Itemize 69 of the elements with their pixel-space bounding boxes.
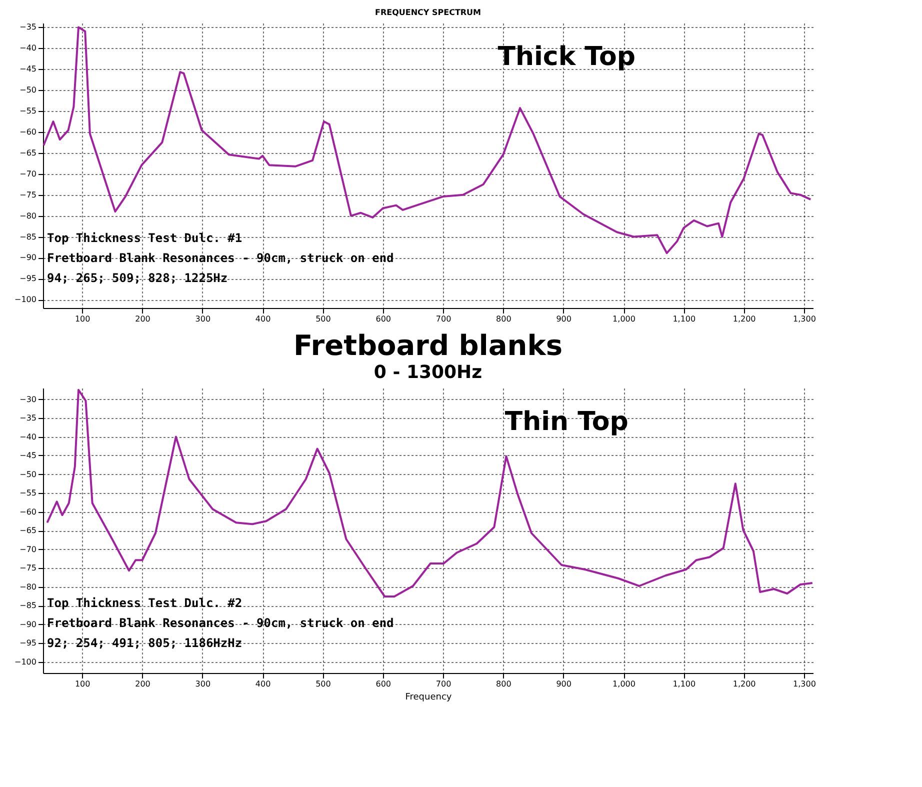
y-tick-label: −100 bbox=[14, 657, 36, 666]
chart-title: FREQUENCY SPECTRUM bbox=[374, 8, 482, 17]
line-series bbox=[46, 388, 813, 598]
y-tick-label: −50 bbox=[20, 470, 36, 479]
y-tick-label: −80 bbox=[20, 211, 36, 220]
annotation: Fretboard Blank Resonances - 90cm, struck on end bbox=[47, 616, 394, 630]
x-tick-label: 500 bbox=[316, 314, 331, 324]
x-tick-label: 600 bbox=[376, 314, 392, 324]
x-tick-label: 700 bbox=[436, 680, 452, 688]
annotation: 92; 254; 491; 805; 1186HzHz bbox=[47, 636, 242, 650]
y-tick-label: −85 bbox=[20, 232, 36, 242]
y-tick-label: −55 bbox=[20, 106, 36, 116]
y-tick-label: −95 bbox=[20, 274, 36, 284]
y-tick-label: −100 bbox=[14, 295, 36, 304]
y-tick-label: −70 bbox=[20, 544, 36, 554]
y-tick-label: −60 bbox=[20, 507, 36, 516]
y-tick-label: −65 bbox=[20, 148, 36, 158]
y-tick-label: −30 bbox=[20, 394, 36, 404]
y-tick-label: −50 bbox=[20, 86, 36, 95]
y-tick-label: −40 bbox=[20, 44, 36, 53]
y-tick-label: −70 bbox=[20, 169, 36, 178]
y-tick-label: −35 bbox=[20, 22, 36, 32]
y-tick-label: −85 bbox=[20, 601, 36, 610]
x-tick-label: 400 bbox=[255, 314, 271, 324]
x-axis-title: Frequency bbox=[405, 692, 452, 702]
y-tick-label: −90 bbox=[20, 620, 36, 629]
annotation: Fretboard Blank Resonances - 90cm, struck on end bbox=[47, 251, 394, 265]
y-tick-label: −40 bbox=[20, 432, 36, 442]
y-tick-label: −90 bbox=[20, 253, 36, 262]
x-tick-label: 400 bbox=[255, 680, 271, 688]
x-tick-label: 600 bbox=[376, 680, 392, 688]
x-tick-label: 500 bbox=[316, 680, 331, 688]
y-tick-label: −45 bbox=[20, 64, 36, 74]
x-tick-label: 300 bbox=[195, 314, 211, 324]
x-tick-label: 1,200 bbox=[732, 680, 756, 688]
y-tick-label: −75 bbox=[20, 564, 36, 572]
x-tick-label: 1,000 bbox=[612, 680, 636, 688]
annotation: 94; 265; 509; 828; 1225Hz bbox=[47, 271, 228, 285]
x-tick-label: 100 bbox=[74, 680, 90, 688]
y-tick-label: −75 bbox=[20, 190, 36, 200]
x-tick-label: 1,100 bbox=[672, 680, 696, 688]
x-tick-label: 800 bbox=[496, 314, 512, 324]
annotation: Thin Top bbox=[504, 407, 628, 438]
annotation: Thick Top bbox=[498, 42, 636, 72]
y-tick-label: −45 bbox=[20, 451, 36, 460]
y-tick-label: −55 bbox=[20, 488, 36, 498]
x-tick-label: 900 bbox=[556, 314, 572, 324]
x-tick-label: 300 bbox=[195, 680, 211, 688]
x-tick-label: 1,200 bbox=[732, 314, 756, 324]
y-tick-label: −80 bbox=[20, 582, 36, 592]
chart-title: Fretboard blanks bbox=[293, 329, 563, 362]
x-tick-label: 700 bbox=[436, 314, 452, 324]
annotation: Top Thickness Test Dulc. #1 bbox=[47, 231, 242, 245]
y-tick-label: −60 bbox=[20, 127, 36, 136]
x-tick-label: 1,300 bbox=[793, 314, 816, 324]
y-tick-label: −95 bbox=[20, 638, 36, 648]
line-series bbox=[43, 26, 812, 254]
x-tick-label: 200 bbox=[135, 680, 150, 688]
x-tick-label: 1,300 bbox=[793, 680, 816, 688]
x-tick-label: 100 bbox=[74, 314, 90, 324]
chart-subtitle: 0 - 1300Hz bbox=[374, 362, 482, 383]
y-tick-label: −35 bbox=[20, 414, 36, 422]
annotation: Top Thickness Test Dulc. #2 bbox=[47, 596, 242, 610]
y-tick-label: −65 bbox=[20, 526, 36, 535]
x-tick-label: 900 bbox=[556, 680, 572, 688]
x-tick-label: 200 bbox=[135, 314, 150, 324]
x-tick-label: 1,100 bbox=[672, 314, 696, 324]
x-tick-label: 1,000 bbox=[612, 314, 636, 324]
x-tick-label: 800 bbox=[496, 680, 512, 688]
